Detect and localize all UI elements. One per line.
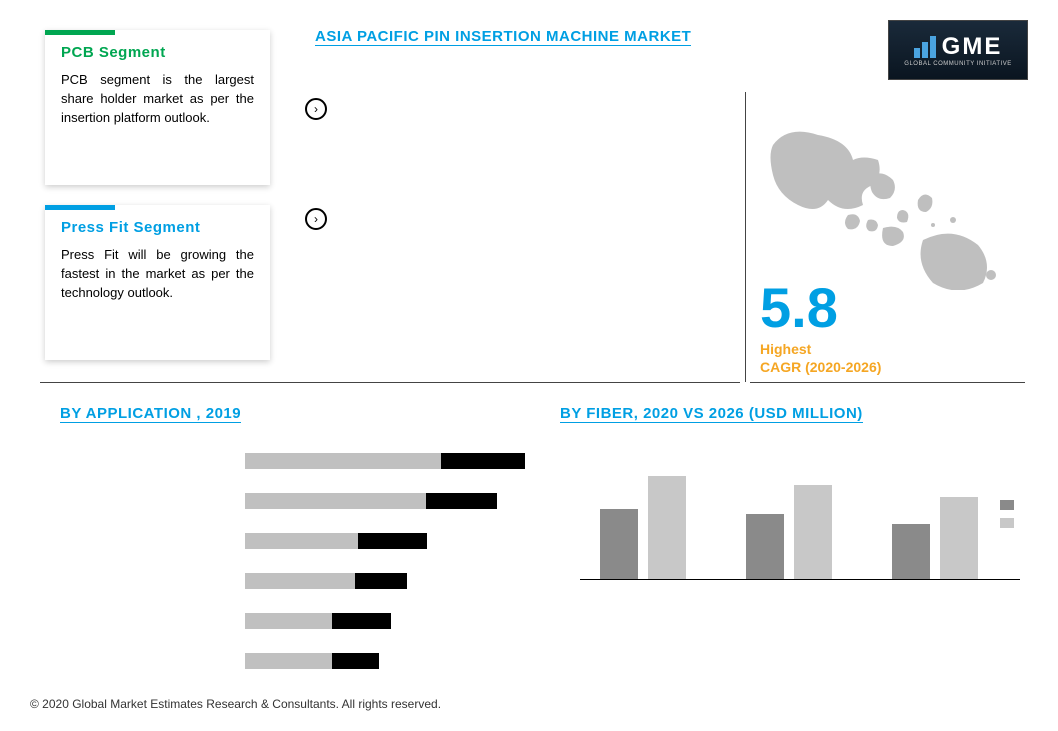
vertical-divider	[745, 92, 746, 382]
gme-logo: GME GLOBAL COMMUNITY INITIATIVE	[888, 20, 1028, 80]
cagr-label: Highest CAGR (2020-2026)	[760, 340, 881, 376]
card-accent-bar	[45, 205, 115, 210]
main-title: ASIA PACIFIC PIN INSERTION MACHINE MARKE…	[315, 28, 691, 46]
copyright-text: © 2020 Global Market Estimates Research …	[30, 697, 441, 711]
logo-bars-icon	[914, 36, 936, 58]
vbar-group	[600, 476, 686, 579]
cagr-label-1: Highest	[760, 341, 811, 357]
legend-item	[1000, 500, 1020, 510]
pcb-card-title: PCB Segment	[61, 44, 254, 61]
horizontal-divider	[40, 382, 740, 383]
chevron-right-icon: ›	[305, 98, 327, 120]
cagr-value: 5.8	[760, 275, 838, 340]
fiber-bar-chart	[580, 450, 1020, 610]
card-accent-bar	[45, 30, 115, 35]
hbar-row	[245, 530, 525, 552]
legend-swatch	[1000, 518, 1014, 528]
hbar-row	[245, 450, 525, 472]
logo-subtext: GLOBAL COMMUNITY INITIATIVE	[904, 61, 1011, 67]
vbar-group	[892, 497, 978, 579]
hbar-row	[245, 610, 525, 632]
pressfit-card-body: Press Fit will be growing the fastest in…	[61, 246, 254, 303]
pcb-card-body: PCB segment is the largest share holder …	[61, 71, 254, 128]
by-application-title: BY APPLICATION , 2019	[60, 405, 241, 423]
hbar-row	[245, 570, 525, 592]
chevron-right-icon: ›	[305, 208, 327, 230]
legend-swatch	[1000, 500, 1014, 510]
by-fiber-title: BY FIBER, 2020 VS 2026 (USD MILLION)	[560, 405, 863, 423]
pressfit-segment-card: Press Fit Segment Press Fit will be grow…	[45, 205, 270, 360]
horizontal-divider	[750, 382, 1025, 383]
hbar-row	[245, 490, 525, 512]
hbar-row	[245, 650, 525, 672]
vbar-group	[746, 485, 832, 579]
asia-pacific-map-icon	[753, 120, 1013, 290]
cagr-label-2: CAGR (2020-2026)	[760, 359, 881, 375]
fiber-chart-legend	[1000, 500, 1020, 528]
application-bar-chart	[245, 450, 525, 690]
pcb-segment-card: PCB Segment PCB segment is the largest s…	[45, 30, 270, 185]
logo-text: GME	[942, 33, 1003, 61]
legend-item	[1000, 518, 1020, 528]
pressfit-card-title: Press Fit Segment	[61, 219, 254, 236]
